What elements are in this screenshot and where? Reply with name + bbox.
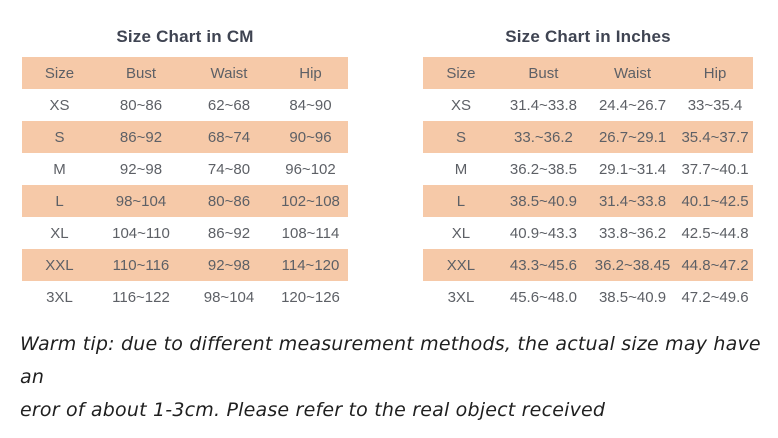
cell-hip: 84~90 <box>289 96 332 114</box>
table-row: 3XL 45.6~48.0 38.5~40.9 47.2~49.6 <box>423 281 753 313</box>
cell-size: XXL <box>45 256 74 274</box>
size-chart-cm-title: Size Chart in CM <box>116 27 254 46</box>
column-header-bust: Bust <box>528 64 559 82</box>
table-row: XXL 110~116 92~98 114~120 <box>22 249 348 281</box>
cell-hip: 120~126 <box>281 288 340 306</box>
cell-bust: 33.~36.2 <box>514 128 573 146</box>
cell-waist: 68~74 <box>207 128 251 146</box>
column-header-hip: Hip <box>703 64 727 82</box>
cell-hip: 102~108 <box>281 192 340 210</box>
cell-hip: 42.5~44.8 <box>681 224 749 242</box>
column-header-waist: Waist <box>210 64 248 82</box>
table-row: M 92~98 74~80 96~102 <box>22 153 348 185</box>
table-header-row: Size Bust Waist Hip <box>22 57 348 89</box>
cell-bust: 110~116 <box>112 256 170 274</box>
cell-waist: 33.8~36.2 <box>598 224 667 242</box>
cell-size: 3XL <box>46 288 73 306</box>
cell-hip: 37.7~40.1 <box>681 160 749 178</box>
cell-waist: 29.1~31.4 <box>598 160 667 178</box>
cell-waist: 38.5~40.9 <box>598 288 667 306</box>
cell-waist: 92~98 <box>207 256 251 274</box>
cell-waist: 24.4~26.7 <box>598 96 667 114</box>
table-row: M 36.2~38.5 29.1~31.4 37.7~40.1 <box>423 153 753 185</box>
cell-bust: 116~122 <box>112 288 170 306</box>
warm-tip-note: Warm tip: due to different measurement m… <box>20 328 765 427</box>
cell-hip: 114~120 <box>281 256 340 274</box>
cell-hip: 108~114 <box>281 224 340 242</box>
cell-bust: 31.4~33.8 <box>509 96 578 114</box>
cell-waist: 62~68 <box>207 96 251 114</box>
cell-waist: 36.2~38.45 <box>594 256 671 274</box>
cell-waist: 26.7~29.1 <box>598 128 667 146</box>
cell-bust: 43.3~45.6 <box>509 256 578 274</box>
cell-waist: 80~86 <box>207 192 251 210</box>
cell-size: 3XL <box>447 288 475 306</box>
table-row: 3XL 116~122 98~104 120~126 <box>22 281 348 313</box>
size-chart-cm-table: Size Bust Waist Hip XS 80~86 62~68 84~90… <box>22 57 348 313</box>
cell-bust: 38.5~40.9 <box>509 192 578 210</box>
cell-bust: 40.9~43.3 <box>509 224 578 242</box>
column-header-hip: Hip <box>299 64 322 82</box>
column-header-size: Size <box>446 64 476 82</box>
column-header-size: Size <box>44 64 75 82</box>
warm-tip-line-2: eror of about 1-3cm. Please refer to the… <box>20 399 606 421</box>
warm-tip-line-1: Warm tip: due to different measurement m… <box>20 333 761 388</box>
cell-bust: 104~110 <box>112 224 170 242</box>
cell-bust: 36.2~38.5 <box>509 160 578 178</box>
table-row: S 86~92 68~74 90~96 <box>22 121 348 153</box>
cell-waist: 86~92 <box>207 224 251 242</box>
cell-bust: 80~86 <box>119 96 163 114</box>
cell-hip: 35.4~37.7 <box>681 128 749 146</box>
column-header-waist: Waist <box>614 64 651 82</box>
cell-hip: 33~35.4 <box>687 96 743 114</box>
cell-size: S <box>455 128 466 146</box>
table-row: XXL 43.3~45.6 36.2~38.45 44.8~47.2 <box>423 249 753 281</box>
cell-bust: 45.6~48.0 <box>509 288 578 306</box>
table-row: XL 104~110 86~92 108~114 <box>22 217 348 249</box>
cell-hip: 96~102 <box>285 160 336 178</box>
size-chart-inches-title: Size Chart in Inches <box>505 27 671 46</box>
cell-bust: 92~98 <box>119 160 163 178</box>
cell-bust: 98~104 <box>115 192 167 210</box>
cell-size: M <box>454 160 468 178</box>
table-row: XS 80~86 62~68 84~90 <box>22 89 348 121</box>
cell-size: M <box>53 160 66 178</box>
cell-waist: 31.4~33.8 <box>598 192 667 210</box>
table-row: L 98~104 80~86 102~108 <box>22 185 348 217</box>
cell-size: XS <box>49 96 70 114</box>
table-row: XS 31.4~33.8 24.4~26.7 33~35.4 <box>423 89 753 121</box>
table-row: S 33.~36.2 26.7~29.1 35.4~37.7 <box>423 121 753 153</box>
cell-hip: 44.8~47.2 <box>681 256 749 274</box>
cell-waist: 98~104 <box>203 288 255 306</box>
cell-size: XXL <box>446 256 476 274</box>
cell-bust: 86~92 <box>119 128 163 146</box>
cell-hip: 47.2~49.6 <box>681 288 749 306</box>
cell-size: XL <box>451 224 471 242</box>
size-chart-cm: Size Chart in CM Size Bust Waist Hip XS … <box>22 24 348 313</box>
table-row: XL 40.9~43.3 33.8~36.2 42.5~44.8 <box>423 217 753 249</box>
table-header-row: Size Bust Waist Hip <box>423 57 753 89</box>
size-chart-inches-table: Size Bust Waist Hip XS 31.4~33.8 24.4~26… <box>423 57 753 313</box>
cell-size: XS <box>450 96 471 114</box>
cell-hip: 90~96 <box>289 128 332 146</box>
cell-size: XL <box>50 224 69 242</box>
table-row: L 38.5~40.9 31.4~33.8 40.1~42.5 <box>423 185 753 217</box>
cell-size: L <box>456 192 466 210</box>
column-header-bust: Bust <box>125 64 156 82</box>
cell-hip: 40.1~42.5 <box>681 192 749 210</box>
cell-waist: 74~80 <box>207 160 251 178</box>
size-chart-inches: Size Chart in Inches Size Bust Waist Hip… <box>423 24 753 313</box>
cell-size: S <box>54 128 65 146</box>
cell-size: L <box>55 192 64 210</box>
